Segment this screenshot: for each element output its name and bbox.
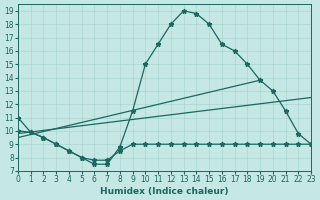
X-axis label: Humidex (Indice chaleur): Humidex (Indice chaleur) — [100, 187, 229, 196]
